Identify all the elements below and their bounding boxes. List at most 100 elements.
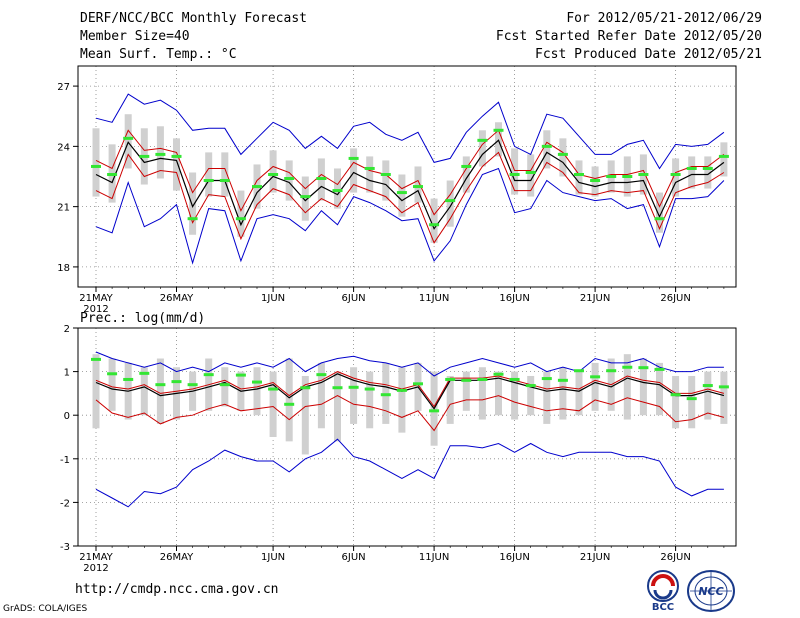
y-tick-label: -3 [60, 542, 70, 553]
spread-box [478, 367, 486, 420]
spread-box [575, 371, 583, 416]
x-tick-label: 6JUN [342, 552, 366, 563]
x-tick-label: 21MAY [79, 552, 113, 563]
spread-box [575, 160, 583, 195]
spread-box [495, 122, 502, 157]
variable-label: Mean Surf. Temp.: °C [80, 47, 237, 62]
y-tick-label: -2 [60, 498, 70, 509]
x-tick-year-label: 2012 [83, 563, 108, 574]
source-url[interactable]: http://cmdp.ncc.cma.gov.cn [75, 582, 279, 597]
spread-box [108, 358, 116, 411]
spread-box [350, 148, 358, 193]
spread-box [398, 174, 406, 217]
spread-box [221, 367, 229, 407]
y-tick-label: 18 [57, 263, 70, 274]
series-upper-line [95, 371, 725, 408]
spread-box [92, 354, 100, 429]
y-tick-label: -1 [60, 455, 70, 466]
forecast-start-date: Fcst Started Refer Date 2012/05/20 [495, 29, 762, 44]
x-tick-label: 6JUN [342, 293, 366, 304]
spread-box [704, 156, 712, 189]
spread-box [511, 371, 519, 420]
series-lower-line [95, 395, 725, 432]
spread-box [269, 371, 277, 437]
spread-box [269, 150, 277, 193]
spread-box [156, 358, 164, 424]
x-tick-label: 26JUN [660, 552, 690, 563]
spread-box [656, 362, 663, 416]
plot-frame [77, 65, 737, 288]
spread-box [559, 138, 567, 177]
spread-box [478, 130, 486, 167]
precip-panel-title: Prec.: log(mm/d) [80, 311, 205, 326]
spread-box [672, 375, 680, 429]
forecast-period: For 2012/05/21-2012/06/29 [566, 11, 762, 26]
spread-box [446, 180, 454, 227]
spread-box [543, 130, 551, 169]
spread-box [688, 375, 696, 429]
member-size: Member Size=40 [80, 29, 190, 44]
spread-box [446, 375, 454, 424]
spread-box [430, 198, 438, 243]
y-tick-label: 2 [64, 324, 70, 335]
bcc-logo-text: BCC [652, 602, 674, 613]
spread-box [140, 367, 148, 416]
spread-box [334, 168, 341, 209]
spread-box [672, 158, 680, 197]
x-tick-label: 1JUN [261, 552, 285, 563]
series-max-line [95, 93, 725, 170]
spread-box [414, 166, 422, 203]
x-tick-label: 26MAY [160, 293, 194, 304]
spread-box [253, 367, 261, 416]
spread-box [366, 156, 374, 193]
spread-box [591, 362, 599, 411]
spread-box [285, 358, 293, 442]
spread-box [173, 138, 180, 191]
spread-box [92, 128, 100, 197]
forecast-produced-date: Fcst Produced Date 2012/05/21 [535, 47, 762, 62]
y-tick-label: 21 [57, 203, 70, 214]
spread-box [398, 367, 406, 433]
x-tick-label: 16JUN [499, 293, 529, 304]
spread-box [301, 176, 309, 221]
spread-box [350, 367, 358, 424]
plot-frame [77, 327, 737, 547]
spread-box [156, 126, 164, 179]
spread-box [221, 152, 229, 197]
spread-box [285, 160, 293, 201]
spread-box [704, 371, 712, 420]
x-tick-label: 21JUN [580, 552, 610, 563]
chart-title: DERF/NCC/BCC Monthly Forecast [80, 11, 307, 26]
grads-credit: GrADS: COLA/IGES [3, 604, 88, 614]
spread-box [720, 371, 728, 424]
y-tick-label: 0 [64, 411, 70, 422]
series-mean-line [95, 139, 725, 230]
y-tick-label: 27 [57, 82, 70, 93]
spread-box [366, 371, 374, 429]
x-tick-label: 21MAY [79, 293, 113, 304]
x-tick-label: 26JUN [660, 293, 690, 304]
spread-box [656, 192, 663, 233]
spread-box [639, 358, 647, 416]
y-tick-label: 1 [64, 368, 70, 379]
series-mean-line [95, 373, 725, 410]
spread-box [237, 190, 245, 237]
series-upper-line [95, 129, 725, 216]
x-tick-label: 21JUN [580, 293, 610, 304]
spread-box [301, 375, 309, 455]
spread-box [527, 154, 535, 197]
spread-box [527, 375, 535, 416]
spread-box [623, 354, 631, 420]
spread-box [334, 371, 341, 442]
spread-box [495, 371, 502, 416]
spread-box [720, 142, 728, 177]
ncc-logo-text: NCC [698, 585, 723, 598]
spread-box [317, 362, 325, 429]
spread-box [462, 371, 470, 411]
x-tick-label: 26MAY [160, 552, 194, 563]
spread-box [382, 160, 390, 201]
bcc-logo: BCC [647, 570, 679, 613]
